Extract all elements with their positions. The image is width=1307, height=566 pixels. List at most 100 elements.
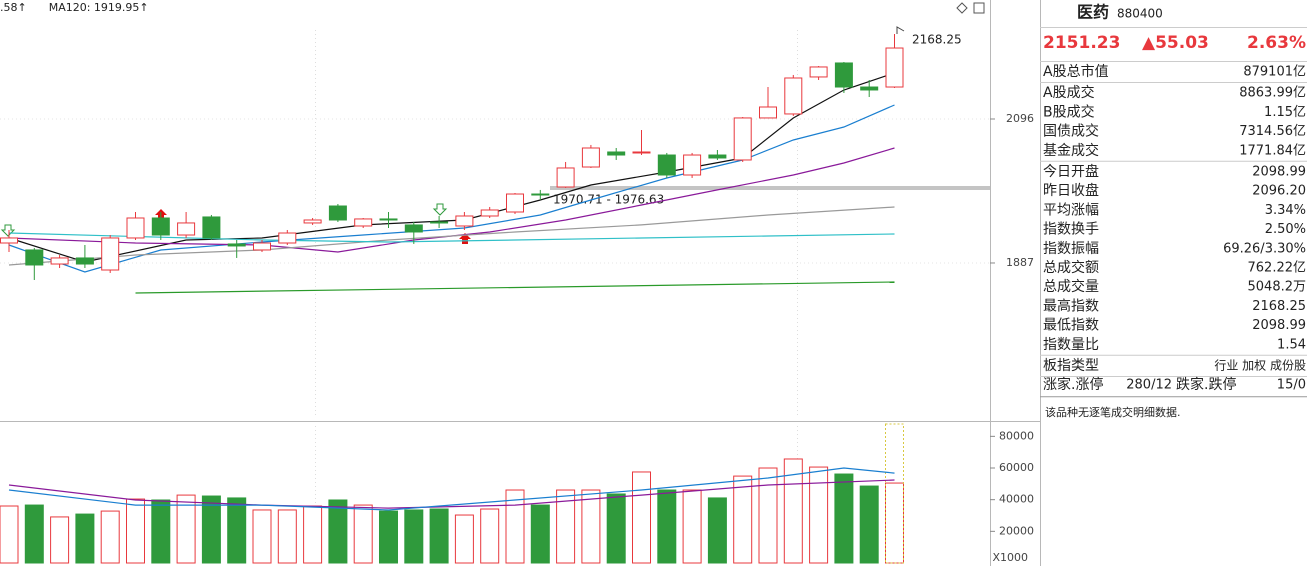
high-annotation: 2168.25 [912,33,962,47]
y-tick-label: 2096 [1006,112,1034,125]
sell-signal [432,203,448,216]
candle-body [759,106,777,119]
volume-bar [657,489,677,564]
row-label: 最高指数 [1043,297,1099,314]
volume-bar [682,489,702,564]
volume-bar [24,504,44,564]
candle-body [75,257,94,265]
row-value: 5048.2万 [1248,280,1307,295]
candle-body [657,154,676,176]
row-value: 2098.99 [1252,318,1306,333]
price-change: ▲55.03 [1142,33,1209,53]
row-value: 2098.99 [1252,165,1306,180]
volume-bar [151,499,171,564]
candle-body [0,237,18,244]
index-name: 医药 [1077,3,1109,22]
candle-body [202,216,221,239]
forecast-box [885,423,904,564]
y-tick-label: 40000 [999,493,1034,506]
candle-body [455,215,474,227]
row-label: A股成交 [1043,84,1095,101]
row-label: A股总市值 [1043,63,1109,80]
volume-bar [530,504,550,564]
breadth-value: 15/0 [1277,378,1306,393]
volume-bar [859,485,879,564]
volume-bar [556,489,576,564]
candle-body [253,242,271,251]
candle-body [784,77,803,115]
volume-bar [758,467,778,564]
trade-note: 该品种无逐笔成交明细数据. [1045,405,1181,419]
row-value: 8863.99亿 [1239,86,1306,101]
candle-body [860,86,879,91]
ma-line [8,479,895,509]
row-value: 762.22亿 [1248,261,1307,276]
tool-icon[interactable] [973,2,985,14]
candle-body [328,205,347,221]
volume-bar [632,471,651,564]
row-value: 1.15亿 [1264,105,1306,120]
volume-bar [277,509,297,564]
candle-body [151,217,170,236]
row-label: 总成交额 [1043,259,1099,276]
volume-bar [885,482,904,564]
candle-body [278,232,297,244]
row-value: 7314.56亿 [1239,124,1306,139]
volume-bar [176,494,196,564]
volume-bar [429,508,449,564]
tool-icon[interactable] [956,2,968,14]
volume-bar [707,497,727,564]
row-label: 板指类型 [1043,358,1099,374]
change-pct: 2.63% [1247,33,1306,53]
candle-body [607,151,626,156]
row-value: 2.50% [1265,222,1306,237]
volume-bar [834,473,854,564]
row-value: 3.34% [1265,203,1306,218]
y-tick-label: 20000 [999,524,1034,537]
candle-body [126,217,145,239]
row-value: 2168.25 [1252,299,1306,314]
ma-line [8,104,895,273]
ma-line [8,206,895,266]
candle-body [708,154,727,159]
row-value: 879101亿 [1243,65,1306,80]
row-label: 指数振幅 [1043,241,1099,257]
volume-bar [0,505,19,564]
candle-body [430,221,449,224]
row-label: 总成交量 [1043,278,1099,295]
volume-bar [100,510,120,564]
row-label: 基金成交 [1043,142,1099,159]
candle-body [50,257,69,265]
candle-body [25,249,44,266]
row-value: 1771.84亿 [1239,143,1306,158]
row-value: 行业 加权 成份股 [1214,359,1306,373]
candle-body [885,47,904,88]
volume-bar [480,508,500,564]
breadth-value: 280/12 [1126,378,1172,393]
volume-bar [75,513,95,564]
volume-bar [328,499,348,564]
candle-body [354,218,373,227]
volume-bar [126,498,145,564]
candle-body [379,218,398,221]
row-value: 1.54 [1277,337,1306,352]
candle-body [809,66,828,78]
volume-bar [733,475,753,564]
volume-bar [252,509,272,564]
volume-bar [809,466,829,564]
candle-body [404,224,423,233]
candle-body [177,222,196,236]
volume-bar [227,497,247,564]
row-label: 今日开盘 [1043,163,1099,180]
unit-label: X1000 [992,551,1028,564]
ma-line [135,281,895,294]
candle-body [581,147,600,168]
volume-bar [581,489,601,564]
candle-body [556,167,575,188]
index-code: 880400 [1117,7,1163,21]
volume-bar [379,510,398,564]
volume-bar [606,493,626,564]
volume-bar [303,505,323,564]
last-price: 2151.23 [1043,33,1120,53]
